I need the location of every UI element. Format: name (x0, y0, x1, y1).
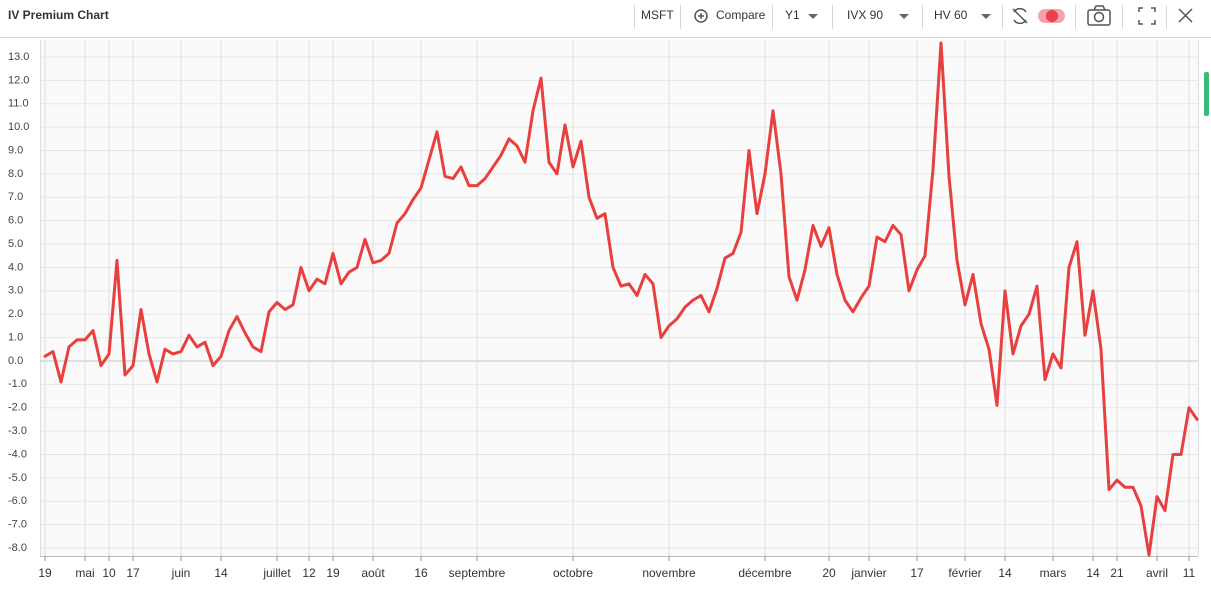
sync-icon[interactable] (1012, 7, 1028, 25)
hv-select[interactable]: HV 60 (934, 8, 968, 22)
y-tick-label: 8.0 (8, 168, 23, 180)
x-tick-label: 14 (214, 566, 228, 580)
y-tick-label: -1.0 (8, 378, 27, 390)
dropdown-arrow[interactable] (981, 14, 991, 19)
x-tick-label: octobre (553, 566, 593, 580)
x-tick-label: 11 (1183, 566, 1196, 580)
x-tick-label: 12 (302, 566, 316, 580)
iv-select[interactable]: IVX 90 (847, 8, 883, 22)
x-tick-label: décembre (738, 566, 792, 580)
chart-title: IV Premium Chart (8, 8, 109, 22)
compare-label[interactable]: Compare (716, 8, 766, 22)
scrollbar[interactable] (1204, 72, 1209, 116)
camera-button[interactable] (1087, 5, 1111, 26)
x-tick-label: 20 (822, 566, 836, 580)
y-tick-label: 7.0 (8, 191, 23, 203)
x-tick-label: février (948, 566, 981, 580)
y-tick-label: 0.0 (8, 355, 23, 367)
y-tick-label: 9.0 (8, 144, 23, 156)
x-tick-label: 17 (910, 566, 924, 580)
x-tick-label: 19 (38, 566, 52, 580)
toggle-switch[interactable] (1038, 9, 1065, 23)
x-tick-label: 21 (1110, 566, 1124, 580)
y-tick-label: 6.0 (8, 215, 23, 227)
x-tick-label: septembre (449, 566, 506, 580)
plot-area (40, 40, 1198, 556)
y-tick-label: -4.0 (8, 448, 27, 460)
y-tick-label: 12.0 (8, 74, 29, 86)
y-tick-label: -6.0 (8, 495, 27, 507)
dropdown-arrow[interactable] (808, 14, 818, 19)
y-tick-label: 10.0 (8, 121, 29, 133)
period-select[interactable]: Y1 (785, 8, 800, 22)
fullscreen-button[interactable] (1138, 7, 1156, 25)
x-tick-label: 19 (326, 566, 340, 580)
x-tick-label: novembre (642, 566, 696, 580)
y-tick-label: 11.0 (8, 98, 29, 110)
x-tick-label: janvier (850, 566, 886, 580)
y-tick-label: 5.0 (8, 238, 23, 250)
separators (634, 5, 1167, 29)
x-tick-label: 10 (102, 566, 116, 580)
y-tick-label: -5.0 (8, 472, 27, 484)
y-tick-label: 1.0 (8, 331, 23, 343)
y-tick-label: -2.0 (8, 402, 27, 414)
y-tick-label: -8.0 (8, 542, 27, 554)
x-tick-label: 14 (998, 566, 1012, 580)
x-tick-label: août (361, 566, 385, 580)
x-tick-label: juillet (262, 566, 291, 580)
close-button[interactable] (1178, 8, 1193, 23)
x-tick-label: 14 (1086, 566, 1100, 580)
compare-button[interactable]: Compare (694, 8, 766, 23)
iv-premium-line (43, 41, 1199, 557)
x-tick-label: 17 (126, 566, 140, 580)
y-tick-label: 13.0 (8, 51, 29, 63)
x-tick-label: mars (1040, 566, 1067, 580)
x-tick-label: avril (1146, 566, 1168, 580)
toolbar (0, 0, 1211, 37)
x-tick-label: 16 (414, 566, 428, 580)
dropdown-arrow[interactable] (899, 14, 909, 19)
y-tick-label: 3.0 (8, 285, 23, 297)
y-tick-label: 4.0 (8, 261, 23, 273)
x-tick-label: mai (75, 566, 94, 580)
x-tick-label: juin (171, 566, 191, 580)
y-tick-label: 2.0 (8, 308, 23, 320)
y-tick-label: -7.0 (8, 519, 27, 531)
y-tick-label: -3.0 (8, 425, 27, 437)
symbol-button[interactable]: MSFT (641, 8, 674, 22)
